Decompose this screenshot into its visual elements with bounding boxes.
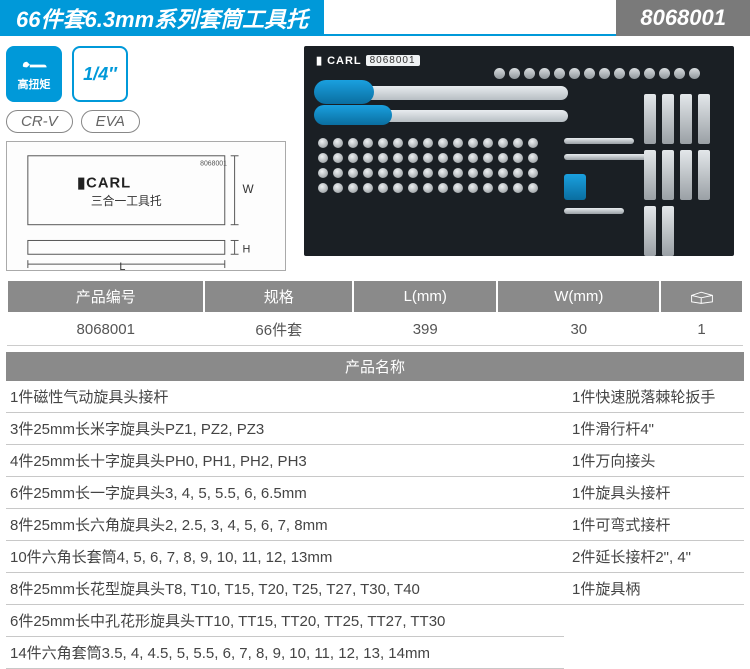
material-row: CR-V EVA xyxy=(6,110,294,133)
badge-row: 高扭矩 1/4″ xyxy=(6,46,294,102)
svg-text:W: W xyxy=(242,182,254,196)
td-w: 30 xyxy=(497,313,660,346)
crv-pill: CR-V xyxy=(6,110,73,133)
item-line: 4件25mm长十字旋具头PH0, PH1, PH2, PH3 xyxy=(6,445,564,477)
td-l: 399 xyxy=(353,313,497,346)
item-line: 8件25mm长六角旋具头2, 2.5, 3, 4, 5, 6, 7, 8mm xyxy=(6,509,564,541)
item-line: 1件滑行杆4" xyxy=(564,413,744,445)
mid-section: 高扭矩 1/4″ CR-V EVA 8068001 ▮CARL 三合一工具托 W xyxy=(0,36,750,279)
th-w: W(mm) xyxy=(497,280,660,313)
item-line: 1件万向接头 xyxy=(564,445,744,477)
dimension-diagram: 8068001 ▮CARL 三合一工具托 W L H xyxy=(6,141,286,271)
sockets-row xyxy=(494,68,724,79)
items-left-col: 1件磁性气动旋具头接杆 3件25mm长米字旋具头PZ1, PZ2, PZ3 4件… xyxy=(6,381,564,669)
joint-illus xyxy=(564,208,624,214)
item-line: 1件可弯式接杆 xyxy=(564,509,744,541)
item-line: 1件旋具柄 xyxy=(564,573,744,605)
diagram-label-text: 三合一工具托 xyxy=(91,194,162,208)
left-column: 高扭矩 1/4″ CR-V EVA 8068001 ▮CARL 三合一工具托 W xyxy=(6,46,294,271)
adapter-illus xyxy=(564,174,586,200)
size-fraction: 1/4″ xyxy=(83,64,117,85)
size-badge: 1/4″ xyxy=(72,46,128,102)
spec-table: 产品编号 规格 L(mm) W(mm) 8068001 66件套 399 30 … xyxy=(6,279,744,346)
photo-brand-label: ▮CARL 8068001 xyxy=(316,54,420,67)
wrench-icon xyxy=(20,56,48,76)
ratchet-wrench-illus xyxy=(318,86,568,100)
page-title: 66件套6.3mm系列套筒工具托 xyxy=(0,0,324,36)
items-wrap: 1件磁性气动旋具头接杆 3件25mm长米字旋具头PZ1, PZ2, PZ3 4件… xyxy=(0,381,750,669)
td-spec: 66件套 xyxy=(204,313,353,346)
eva-pill: EVA xyxy=(81,110,140,133)
spec-header-row: 产品编号 规格 L(mm) W(mm) xyxy=(7,280,743,313)
items-right-col: 1件快速脱落棘轮扳手 1件滑行杆4" 1件万向接头 1件旋具头接杆 1件可弯式接… xyxy=(564,381,744,669)
header-bar: 66件套6.3mm系列套筒工具托 8068001 xyxy=(0,0,750,36)
item-line: 1件磁性气动旋具头接杆 xyxy=(6,381,564,413)
th-qty-icon xyxy=(660,280,743,313)
diagram-brand-text: ▮CARL xyxy=(77,175,131,191)
item-line: 3件25mm长米字旋具头PZ1, PZ2, PZ3 xyxy=(6,413,564,445)
item-line: 10件六角长套筒4, 5, 6, 7, 8, 9, 10, 11, 12, 13… xyxy=(6,541,564,573)
item-line: 14件六角套筒3.5, 4, 4.5, 5, 5.5, 6, 7, 8, 9, … xyxy=(6,637,564,669)
svg-text:L: L xyxy=(119,261,125,270)
header-divider xyxy=(324,0,616,36)
th-spec: 规格 xyxy=(204,280,353,313)
deep-sockets-col xyxy=(644,94,724,256)
item-line: 6件25mm长中孔花形旋具头TT10, TT15, TT20, TT25, TT… xyxy=(6,605,564,637)
item-line: 1件快速脱落棘轮扳手 xyxy=(564,381,744,413)
td-code: 8068001 xyxy=(7,313,204,346)
product-photo: ▮CARL 8068001 xyxy=(304,46,734,256)
th-code: 产品编号 xyxy=(7,280,204,313)
spec-data-row: 8068001 66件套 399 30 1 xyxy=(7,313,743,346)
screwdriver-illus xyxy=(318,110,568,122)
svg-text:H: H xyxy=(242,243,250,255)
td-qty: 1 xyxy=(660,313,743,346)
torque-badge: 高扭矩 xyxy=(6,46,62,102)
torque-label: 高扭矩 xyxy=(18,76,51,92)
item-line: 1件旋具头接杆 xyxy=(564,477,744,509)
extension-bar-2 xyxy=(564,154,654,160)
th-l: L(mm) xyxy=(353,280,497,313)
diagram-code-text: 8068001 xyxy=(200,161,227,168)
item-line: 2件延长接杆2", 4" xyxy=(564,541,744,573)
package-icon xyxy=(690,290,714,304)
extension-bar-1 xyxy=(564,138,634,144)
item-line: 6件25mm长一字旋具头3, 4, 5, 5.5, 6, 6.5mm xyxy=(6,477,564,509)
product-names-header: 产品名称 xyxy=(6,352,744,381)
item-line: 8件25mm长花型旋具头T8, T10, T15, T20, T25, T27,… xyxy=(6,573,564,605)
bits-grid xyxy=(318,138,548,193)
product-code-badge: 8068001 xyxy=(616,0,750,36)
